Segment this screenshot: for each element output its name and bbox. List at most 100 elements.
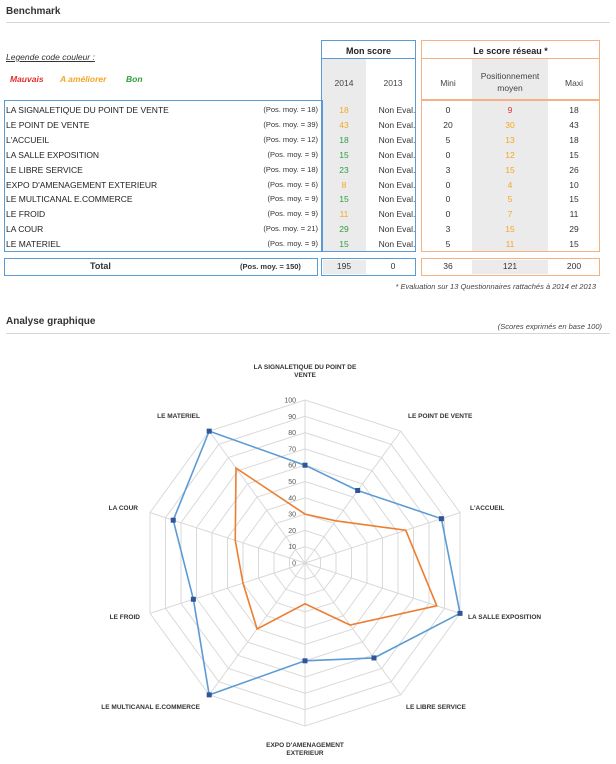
- row-score-2013: Non Eval.: [378, 179, 416, 190]
- col-2014-shade: [322, 58, 366, 252]
- total-2013: 0: [390, 261, 396, 271]
- row-maxi: 43: [569, 119, 579, 130]
- radar-tick-label: 80: [288, 430, 296, 437]
- row-label: LA SALLE EXPOSITION: [6, 149, 100, 160]
- mon-score-header-line: [321, 58, 416, 59]
- radar-tick-label: 70: [288, 446, 296, 453]
- row-score-2014: 15: [339, 239, 349, 250]
- row-label: L'ACCUEIL: [6, 134, 50, 145]
- row-moyen: 15: [505, 164, 515, 175]
- total-moyen: 121: [502, 261, 518, 271]
- row-moyen: 5: [507, 194, 513, 205]
- total-label: Total: [90, 261, 111, 271]
- radar-series-line: [172, 430, 461, 696]
- table-row: EXPO D'AMENAGEMENT EXTERIEUR (Pos. moy. =…: [6, 178, 606, 192]
- row-maxi: 10: [569, 179, 579, 190]
- row-pos-moy: (Pos. moy. = 21): [263, 224, 318, 234]
- reseau-title: Le score réseau *: [473, 46, 548, 56]
- analyse-divider: [6, 333, 610, 334]
- row-label: LE FROID: [6, 209, 46, 220]
- radar-series-marker: [302, 658, 308, 664]
- radar-spoke: [304, 512, 461, 564]
- radar-axis-label: L'ACCUEIL: [470, 505, 504, 512]
- radar-axis-label: LA SALLE EXPOSITION: [468, 614, 541, 621]
- row-moyen: 4: [507, 179, 513, 190]
- row-score-2013: Non Eval.: [378, 134, 416, 145]
- row-score-2014: 15: [339, 149, 349, 160]
- legend-title: Legende code couleur :: [6, 52, 95, 62]
- row-mini: 0: [445, 209, 451, 220]
- radar-tick-label: 10: [288, 544, 296, 551]
- radar-tick-label: 30: [288, 512, 296, 519]
- row-pos-moy: (Pos. moy. = 39): [263, 119, 318, 129]
- row-maxi: 15: [569, 194, 579, 205]
- radar-spoke: [149, 562, 306, 614]
- table-row: LA SALLE EXPOSITION (Pos. moy. = 9) 15 Non …: [6, 148, 606, 162]
- total-2014-shade: [323, 260, 366, 274]
- row-moyen: 15: [505, 224, 515, 235]
- table-row: LE FROID (Pos. moy. = 9) 11 Non Eval. 0 7 11: [6, 207, 606, 221]
- row-score-2013: Non Eval.: [378, 224, 416, 235]
- row-maxi: 15: [569, 149, 579, 160]
- radar-series-marker: [190, 596, 196, 602]
- benchmark-title: Benchmark: [6, 6, 61, 17]
- radar-axis-label: LE POINT DE VENTE: [408, 413, 473, 420]
- radar-axis-label: LE MATERIEL: [157, 413, 200, 420]
- radar-series-marker: [206, 428, 212, 434]
- row-mini: 0: [445, 149, 451, 160]
- row-maxi: 18: [569, 105, 579, 115]
- radar-tick-label: 0: [292, 561, 296, 568]
- row-mini: 20: [443, 119, 453, 130]
- reseau-header-line: [421, 58, 600, 59]
- row-label: LE MATERIEL: [6, 239, 61, 250]
- row-score-2013: Non Eval.: [378, 209, 416, 220]
- col-2014-header: 2014: [334, 78, 354, 88]
- radar-series-line: [234, 466, 438, 631]
- radar-series-marker: [302, 462, 308, 468]
- mon-score-box: [321, 40, 416, 252]
- row-score-2014: 23: [339, 164, 349, 175]
- radar-series-marker: [355, 487, 361, 493]
- table-row: LA COUR (Pos. moy. = 21) 29 Non Eval. 3 15 29: [6, 222, 606, 236]
- table-row: LE MULTICANAL E.COMMERCE (Pos. moy. = 9) 1…: [6, 192, 606, 206]
- row-label: LA COUR: [6, 224, 44, 235]
- benchmark-divider: [6, 22, 610, 23]
- total-reseau-box: [421, 258, 600, 276]
- col-moyen-shade: [472, 58, 548, 252]
- row-score-2014: 15: [339, 194, 349, 205]
- legend-mauvais: Mauvais: [10, 74, 44, 84]
- row-score-2013: Non Eval.: [378, 239, 416, 250]
- col-mini-header: Mini: [440, 78, 456, 88]
- row-maxi: 15: [569, 239, 579, 250]
- row-pos-moy: (Pos. moy. = 9): [267, 194, 318, 204]
- radar-tick-label: 100: [284, 398, 296, 405]
- radar-series-marker: [457, 610, 463, 616]
- row-pos-moy: (Pos. moy. = 12): [263, 134, 318, 144]
- row-label: LA SIGNALETIQUE DU POINT DE VENTE: [6, 105, 169, 115]
- table-row: LE POINT DE VENTE (Pos. moy. = 39) 43 Non E…: [6, 118, 606, 132]
- legend-bon: Bon: [126, 74, 143, 84]
- radar-axis-label: LE LIBRE SERVICE: [406, 704, 467, 711]
- radar-tick-label: 90: [288, 414, 296, 421]
- radar-tick-label: 40: [288, 495, 296, 502]
- table-row: LA SIGNALETIQUE DU POINT DE VENTE (Pos. m…: [6, 103, 606, 117]
- row-pos-moy: (Pos. moy. = 18): [263, 164, 318, 174]
- footnote: * Evaluation sur 13 Questionnaires ratta…: [395, 282, 596, 291]
- radar-tick-label: 50: [288, 479, 296, 486]
- radar-spoke: [304, 562, 402, 696]
- col-maxi-header: Maxi: [565, 78, 583, 88]
- row-moyen: 12: [505, 149, 515, 160]
- row-mini: 0: [445, 179, 451, 190]
- total-moyen-shade: [472, 260, 548, 274]
- row-mini: 5: [445, 239, 451, 250]
- radar-axis-label: EXPO D'AMENAGEMENT EXTERIEUR: [266, 742, 344, 757]
- radar-series-marker: [371, 655, 377, 661]
- reseau-box: [421, 40, 600, 252]
- radar-axis-label: LA COUR: [109, 505, 139, 512]
- table-row: L'ACCUEIL (Pos. moy. = 12) 18 Non Eval. 5 13 1…: [6, 133, 606, 147]
- radar-axis-label: LE FROID: [110, 614, 141, 621]
- row-mini: 3: [445, 224, 451, 235]
- radar-series-marker: [438, 516, 444, 522]
- row-label: EXPO D'AMENAGEMENT EXTERIEUR: [6, 179, 158, 190]
- row-moyen: 13: [505, 134, 515, 145]
